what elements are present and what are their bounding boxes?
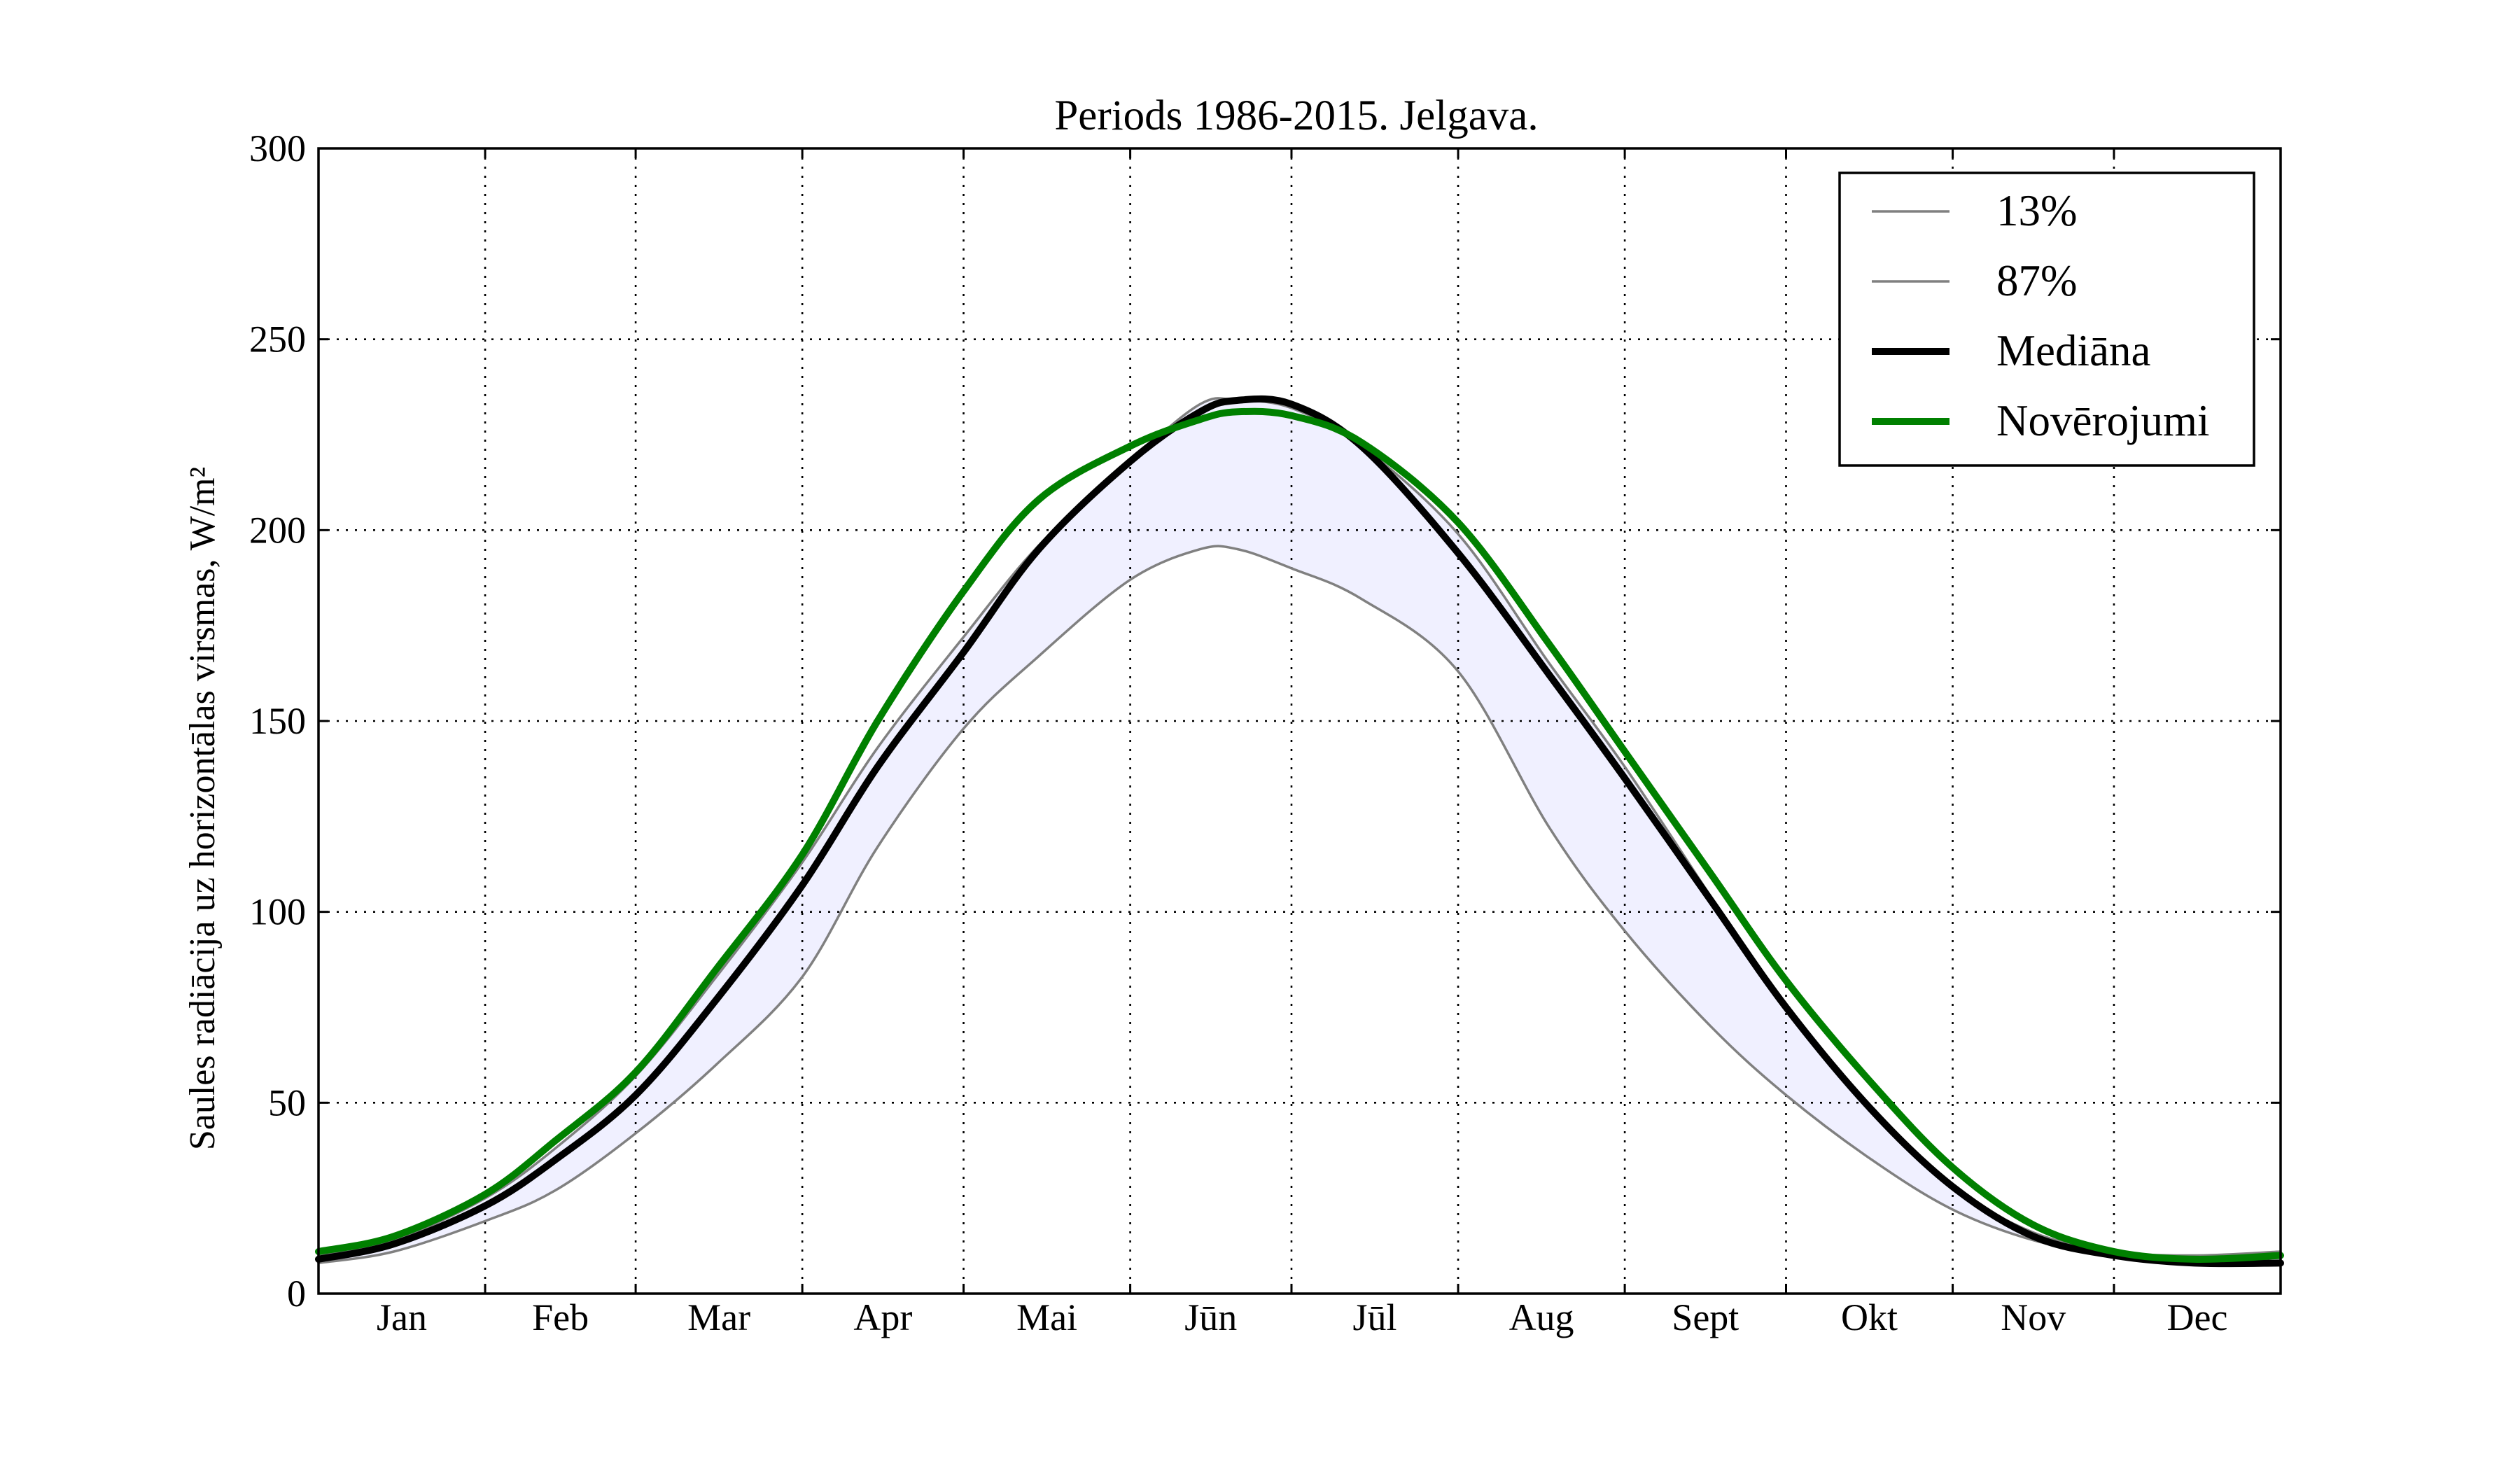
legend: 13% 87% Mediāna Novērojumi bbox=[1838, 172, 2255, 467]
legend-label: Novērojumi bbox=[1996, 396, 2209, 445]
y-tick-label: 50 bbox=[268, 1082, 306, 1124]
x-tick-label: Mar bbox=[687, 1296, 750, 1338]
x-tick-label: Feb bbox=[532, 1296, 589, 1338]
series-line bbox=[315, 395, 2284, 1268]
x-tick-label: Nov bbox=[2001, 1296, 2066, 1338]
x-axis-ticks: Jan Feb Mar Apr Mai Jūn Jūl Aug Sept Okt Nov Dec bbox=[317, 148, 2282, 1338]
y-axis-label-text: Saules radiācija uz horizontālas virsmas… bbox=[183, 467, 223, 1150]
series-lines bbox=[315, 395, 2284, 1268]
x-tick-label: Okt bbox=[1841, 1296, 1898, 1338]
y-axis-label: Saules radiācija uz horizontālas virsmas… bbox=[183, 467, 223, 1150]
y-tick-label: 300 bbox=[249, 127, 306, 169]
plot-area: 0 50 100 150 200 250 300 Jan Feb Mar Apr Mai Jūn Jūl… bbox=[249, 127, 2284, 1338]
x-tick-label: Jūn bbox=[1184, 1296, 1237, 1338]
x-tick-label: Apr bbox=[853, 1296, 912, 1338]
y-tick-label: 200 bbox=[249, 509, 306, 551]
y-tick-label: 150 bbox=[249, 700, 306, 742]
percentile-band bbox=[318, 398, 2281, 1264]
x-tick-label: Sept bbox=[1672, 1296, 1739, 1338]
series-line bbox=[315, 407, 2284, 1263]
x-tick-label: Jūl bbox=[1352, 1296, 1396, 1338]
y-tick-label: 0 bbox=[287, 1273, 306, 1315]
y-tick-label: 100 bbox=[249, 891, 306, 933]
x-tick-label: Mai bbox=[1016, 1296, 1077, 1338]
legend-label: 87% bbox=[1996, 256, 2077, 305]
x-tick-label: Jan bbox=[377, 1296, 427, 1338]
legend-label: 13% bbox=[1996, 186, 2077, 235]
chart-title: Periods 1986-2015. Jelgava. bbox=[1054, 92, 1538, 139]
x-tick-label: Aug bbox=[1509, 1296, 1574, 1338]
legend-box bbox=[1838, 172, 2255, 467]
y-axis-ticks: 0 50 100 150 200 250 300 bbox=[249, 127, 2281, 1315]
legend-label: Mediāna bbox=[1996, 326, 2150, 375]
series-line bbox=[317, 545, 2282, 1265]
x-tick-label: Dec bbox=[2166, 1296, 2227, 1338]
y-tick-label: 250 bbox=[249, 318, 306, 360]
